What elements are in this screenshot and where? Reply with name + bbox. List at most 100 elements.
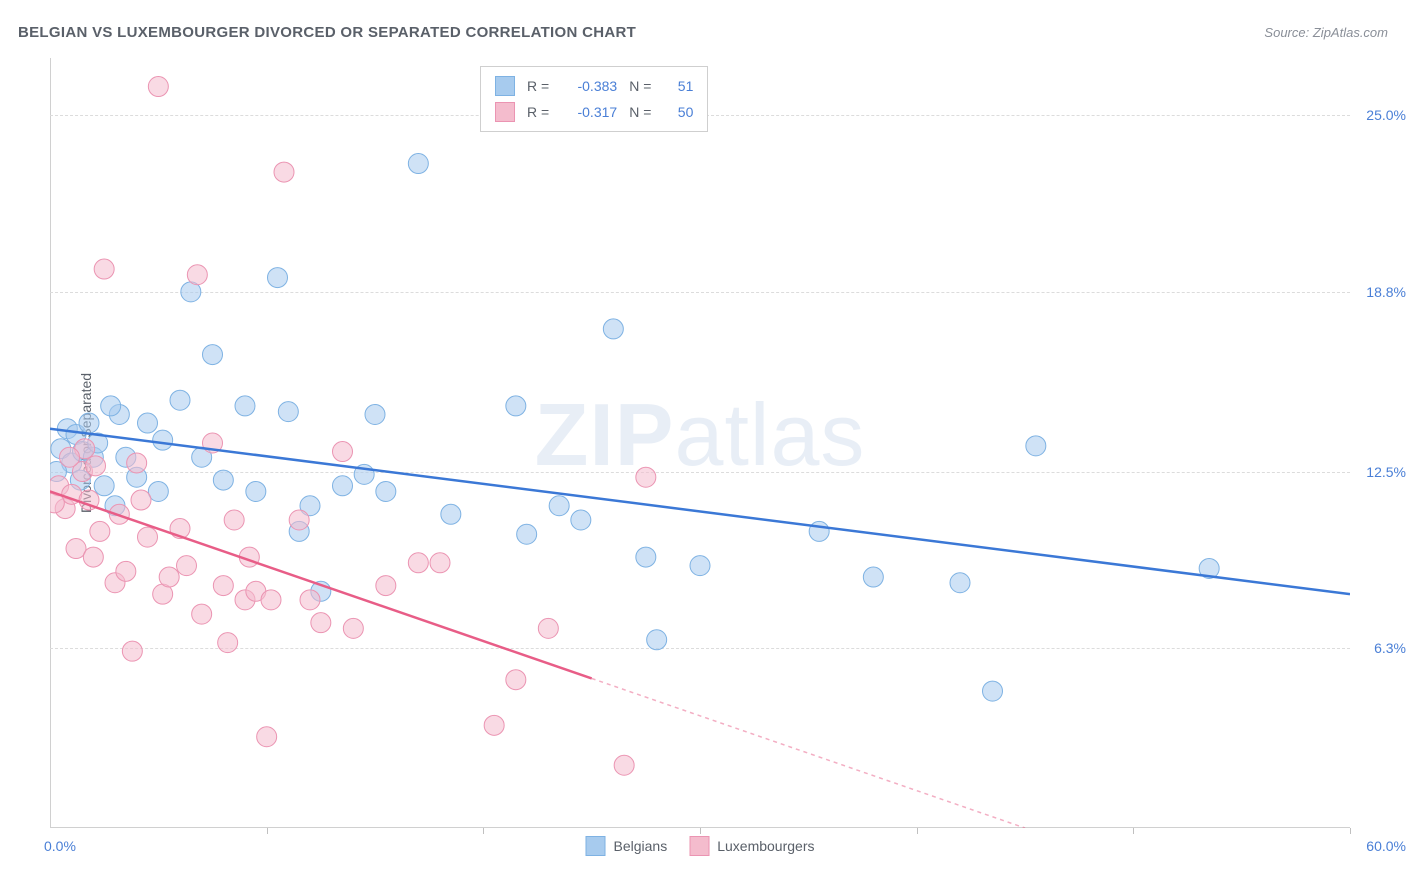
legend-swatch (586, 836, 606, 856)
x-axis-max-label: 60.0% (1366, 838, 1406, 854)
scatter-point (153, 430, 173, 450)
scatter-point (603, 319, 623, 339)
category-legend-label: Belgians (614, 838, 668, 854)
scatter-point (218, 633, 238, 653)
x-tick (1133, 828, 1134, 834)
category-legend-label: Luxembourgers (717, 838, 814, 854)
stats-legend-row: R = -0.383 N = 51 (495, 73, 693, 99)
scatter-point (408, 553, 428, 573)
scatter-point (235, 396, 255, 416)
n-value: 50 (663, 99, 693, 125)
scatter-point (333, 442, 353, 462)
scatter-point (430, 553, 450, 573)
scatter-point (261, 590, 281, 610)
scatter-point (90, 521, 110, 541)
x-tick (917, 828, 918, 834)
r-value: -0.317 (561, 99, 617, 125)
scatter-point (94, 259, 114, 279)
scatter-point (213, 576, 233, 596)
scatter-point (170, 390, 190, 410)
y-tick-label: 6.3% (1374, 640, 1406, 656)
scatter-svg-layer (50, 58, 1350, 828)
n-label: N = (629, 73, 651, 99)
scatter-point (268, 268, 288, 288)
scatter-point (647, 630, 667, 650)
scatter-point (177, 556, 197, 576)
scatter-point (213, 470, 233, 490)
r-value: -0.383 (561, 73, 617, 99)
trend-line-dashed (592, 678, 1025, 828)
scatter-point (408, 154, 428, 174)
scatter-point (441, 504, 461, 524)
scatter-point (571, 510, 591, 530)
scatter-point (79, 413, 99, 433)
scatter-point (538, 618, 558, 638)
scatter-point (138, 413, 158, 433)
scatter-point (274, 162, 294, 182)
n-value: 51 (663, 73, 693, 99)
y-tick-label: 25.0% (1366, 107, 1406, 123)
scatter-point (127, 453, 147, 473)
scatter-point (365, 404, 385, 424)
scatter-point (1026, 436, 1046, 456)
legend-swatch (689, 836, 709, 856)
source-name: ZipAtlas.com (1313, 25, 1388, 40)
scatter-point (122, 641, 142, 661)
stats-legend-row: R = -0.317 N = 50 (495, 99, 693, 125)
scatter-point (506, 670, 526, 690)
scatter-point (311, 613, 331, 633)
scatter-point (636, 547, 656, 567)
category-legend-item: Belgians (586, 836, 668, 856)
scatter-point (690, 556, 710, 576)
scatter-point (517, 524, 537, 544)
scatter-point (94, 476, 114, 496)
legend-swatch (495, 76, 515, 96)
scatter-point (86, 456, 106, 476)
scatter-chart: Divorced or Separated 6.3%12.5%18.8%25.0… (50, 58, 1350, 828)
n-label: N = (629, 99, 651, 125)
scatter-point (614, 755, 634, 775)
y-tick-label: 12.5% (1366, 464, 1406, 480)
scatter-point (203, 345, 223, 365)
legend-swatch (495, 102, 515, 122)
scatter-point (506, 396, 526, 416)
chart-title: BELGIAN VS LUXEMBOURGER DIVORCED OR SEPA… (18, 24, 636, 41)
scatter-point (131, 490, 151, 510)
scatter-point (116, 561, 136, 581)
scatter-point (983, 681, 1003, 701)
category-legend: Belgians Luxembourgers (586, 836, 815, 856)
scatter-point (60, 447, 80, 467)
x-tick (700, 828, 701, 834)
scatter-point (148, 77, 168, 97)
scatter-point (138, 527, 158, 547)
scatter-point (278, 402, 298, 422)
scatter-point (257, 727, 277, 747)
x-tick (267, 828, 268, 834)
scatter-point (376, 576, 396, 596)
r-label: R = (527, 73, 549, 99)
scatter-point (376, 481, 396, 501)
scatter-point (333, 476, 353, 496)
source-attribution: Source: ZipAtlas.com (1264, 25, 1388, 40)
scatter-point (159, 567, 179, 587)
scatter-point (187, 265, 207, 285)
category-legend-item: Luxembourgers (689, 836, 814, 856)
r-label: R = (527, 99, 549, 125)
scatter-point (300, 590, 320, 610)
scatter-point (83, 547, 103, 567)
source-label: Source: (1264, 25, 1309, 40)
x-tick (483, 828, 484, 834)
stats-legend-box: R = -0.383 N = 51 R = -0.317 N = 50 (480, 66, 708, 132)
x-axis-min-label: 0.0% (44, 838, 76, 854)
scatter-point (246, 481, 266, 501)
scatter-point (636, 467, 656, 487)
scatter-point (192, 604, 212, 624)
scatter-point (101, 396, 121, 416)
scatter-point (863, 567, 883, 587)
scatter-point (549, 496, 569, 516)
y-tick-label: 18.8% (1366, 284, 1406, 300)
x-tick (1350, 828, 1351, 834)
scatter-point (289, 510, 309, 530)
chart-header: BELGIAN VS LUXEMBOURGER DIVORCED OR SEPA… (18, 24, 1388, 41)
scatter-point (950, 573, 970, 593)
